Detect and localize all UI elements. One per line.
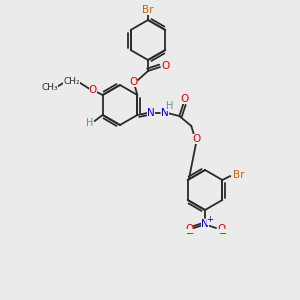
Text: O: O	[161, 61, 169, 71]
Text: Br: Br	[232, 170, 244, 180]
Text: −: −	[219, 229, 227, 239]
Text: O: O	[192, 134, 200, 144]
Text: H: H	[86, 118, 93, 128]
Text: N: N	[161, 108, 169, 118]
Text: CH₃: CH₃	[41, 82, 58, 91]
Text: O: O	[129, 77, 137, 87]
Text: O: O	[180, 94, 188, 104]
Text: N: N	[201, 219, 209, 229]
Text: H: H	[166, 101, 173, 111]
Text: N: N	[147, 108, 155, 118]
Text: O: O	[185, 224, 193, 234]
Text: Br: Br	[142, 5, 154, 15]
Text: CH₂: CH₂	[63, 77, 80, 86]
Text: O: O	[88, 85, 97, 95]
Text: O: O	[217, 224, 225, 234]
Text: −: −	[186, 229, 194, 239]
Text: +: +	[207, 215, 213, 224]
